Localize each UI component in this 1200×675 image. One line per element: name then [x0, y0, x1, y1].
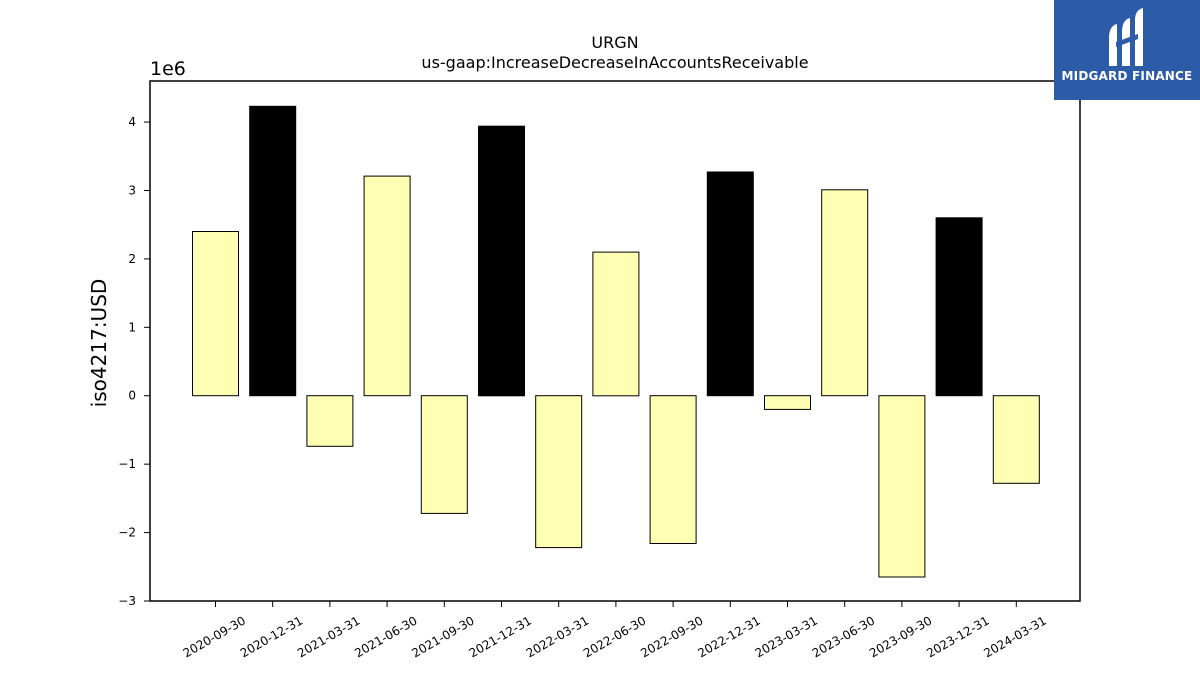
bars-group	[192, 105, 1040, 578]
bar-2023-12-31	[935, 217, 983, 397]
y-tick-label: 3	[128, 183, 136, 197]
x-axis: 2020-09-302020-12-312021-03-312021-06-30…	[181, 601, 1049, 660]
x-tick-label: 2021-09-30	[409, 613, 476, 660]
bar-2022-03-31	[535, 395, 583, 549]
y-axis: −3 −2 −1 0 1 2 3 4	[118, 115, 150, 608]
bar-2022-09-30	[649, 395, 697, 545]
y-axis-label: iso4217:USD	[87, 279, 111, 408]
x-tick-label: 2022-09-30	[638, 613, 705, 660]
bar-2020-09-30	[192, 231, 239, 397]
brand-name: MIDGARD FINANCE	[1061, 69, 1193, 83]
y-tick-label: −1	[118, 457, 136, 471]
bar-2023-09-30	[878, 395, 926, 578]
x-tick-label: 2022-12-31	[695, 613, 762, 660]
bar-2023-06-30	[821, 189, 869, 397]
y-tick-label: 0	[128, 389, 136, 403]
y-tick-label: 4	[128, 115, 136, 129]
bar-2023-03-31	[764, 395, 811, 410]
y-tick-label: −2	[118, 526, 136, 540]
x-tick-label: 2021-03-31	[295, 613, 362, 660]
x-tick-label: 2020-09-30	[181, 613, 248, 660]
x-tick-label: 2022-03-31	[524, 613, 591, 660]
plot-frame	[149, 80, 1081, 602]
x-tick-label: 2023-06-30	[810, 613, 877, 660]
x-tick-label: 2023-12-31	[924, 613, 991, 660]
bar-2021-09-30	[420, 395, 468, 514]
x-tick-label: 2023-09-30	[867, 613, 934, 660]
chart-subtitle: us-gaap:IncreaseDecreaseInAccountsReceiv…	[421, 53, 808, 72]
brand-logo: MIDGARD FINANCE	[1054, 0, 1200, 100]
x-tick-label: 2024-03-31	[981, 613, 1048, 660]
bar-2021-12-31	[478, 125, 525, 397]
x-tick-label: 2021-12-31	[467, 613, 534, 660]
x-tick-label: 2023-03-31	[753, 613, 820, 660]
y-tick-label: −3	[118, 594, 136, 608]
y-tick-label: 2	[128, 252, 136, 266]
bar-2022-12-31	[706, 171, 754, 397]
x-tick-label: 2020-12-31	[238, 613, 305, 660]
x-tick-label: 2022-06-30	[581, 613, 648, 660]
midgard-logo-icon	[1109, 8, 1143, 66]
y-tick-label: 1	[128, 320, 136, 334]
y-axis-offset-label: 1e6	[150, 58, 186, 80]
x-tick-label: 2021-06-30	[352, 613, 419, 660]
bar-2022-06-30	[592, 251, 640, 397]
bar-2021-03-31	[306, 395, 354, 447]
bar-2020-12-31	[249, 105, 297, 397]
bar-2024-03-31	[992, 395, 1040, 484]
chart-title: URGN	[591, 33, 638, 52]
bar-2021-06-30	[363, 175, 411, 397]
